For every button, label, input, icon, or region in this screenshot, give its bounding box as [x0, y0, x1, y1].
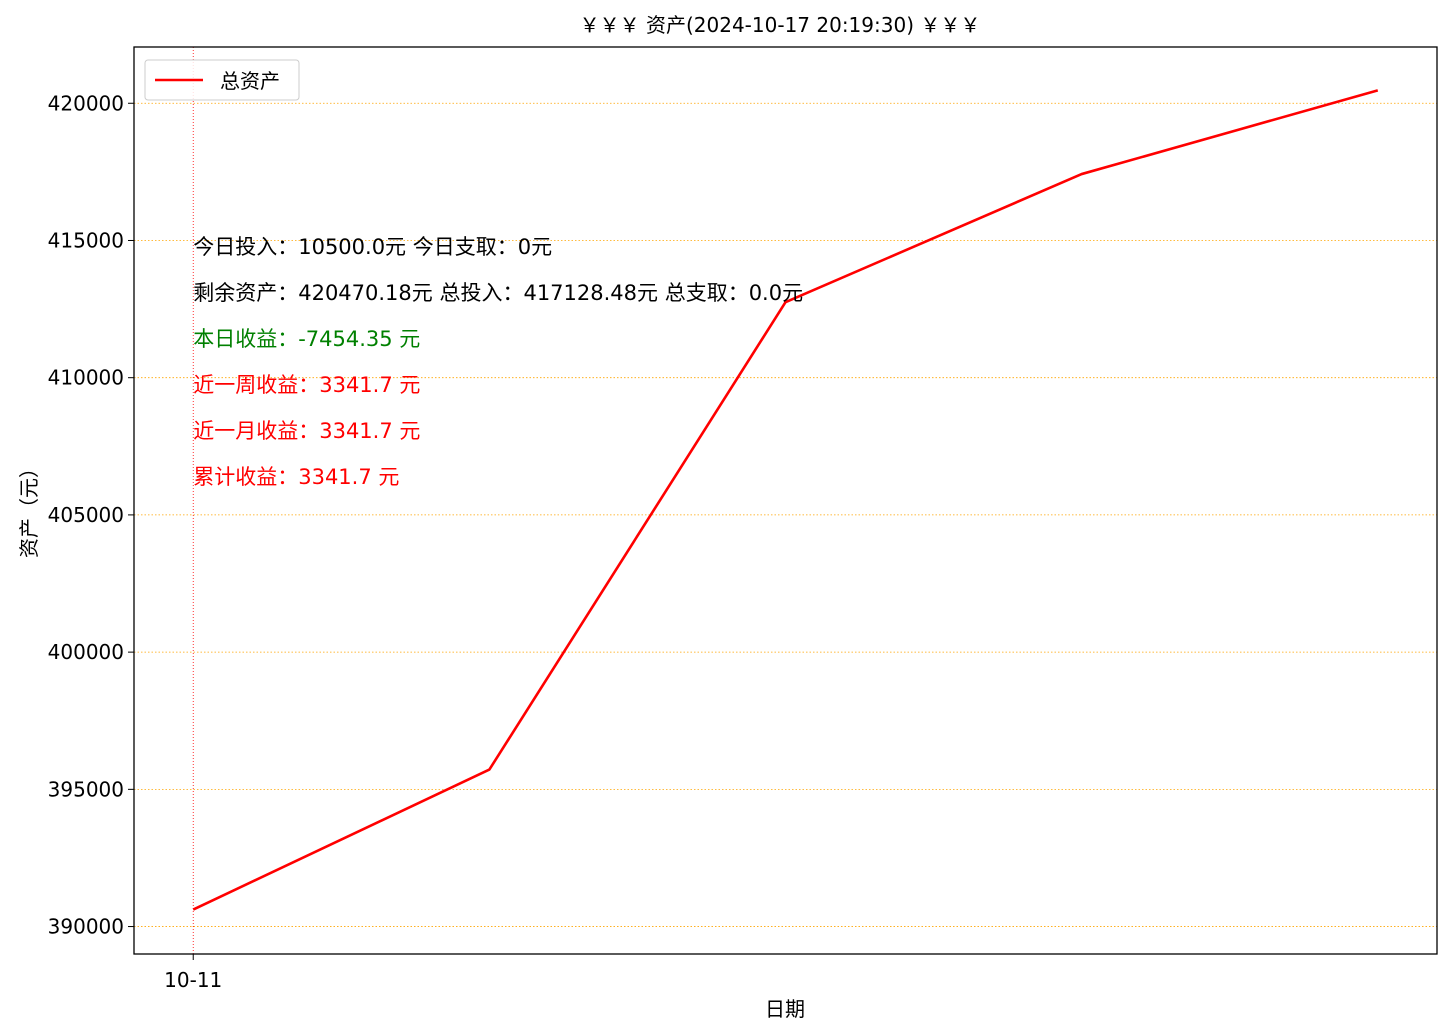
- legend-box: [144, 59, 300, 101]
- annotation-text-3: 近一周收益：3341.7 元: [193, 373, 420, 397]
- x-axis-label: 日期: [765, 997, 805, 1021]
- plot-area-frame: [133, 46, 1438, 955]
- y-tick-label-395000: 395000: [48, 777, 124, 801]
- legend: 总资产: [144, 59, 300, 101]
- y-tick-label-410000: 410000: [48, 366, 124, 390]
- x-axis-ticks: 10-11: [164, 954, 222, 992]
- y-tick-label-415000: 415000: [48, 228, 124, 252]
- annotation-text-4: 近一月收益：3341.7 元: [193, 419, 420, 443]
- chart-title: ￥￥￥ 资产(2024-10-17 20:19:30) ￥￥￥: [580, 13, 981, 37]
- annotation-text-1: 剩余资产：420470.18元 总投入：417128.48元 总支取：0.0元: [193, 281, 803, 305]
- series-layer: [192, 89, 1379, 911]
- y-tick-label-405000: 405000: [48, 503, 124, 527]
- x-tick-label-10-11: 10-11: [164, 968, 222, 992]
- legend-label-total-assets: 总资产: [220, 69, 280, 93]
- annotation-text-0: 今日投入：10500.0元 今日支取：0元: [193, 235, 552, 259]
- y-tick-label-390000: 390000: [48, 915, 124, 939]
- y-axis-label: 资产（元）: [17, 458, 41, 558]
- y-tick-label-420000: 420000: [48, 91, 124, 115]
- grid-layer: [134, 102, 1437, 927]
- annotation-text-5: 累计收益：3341.7 元: [193, 465, 399, 489]
- y-axis-ticks: 390000 395000 400000 405000 410000 415000 4200…: [48, 91, 134, 939]
- annotation-text-2: 本日收益：-7454.35 元: [193, 327, 420, 351]
- series-line-0: [192, 89, 1379, 911]
- y-tick-label-400000: 400000: [48, 640, 124, 664]
